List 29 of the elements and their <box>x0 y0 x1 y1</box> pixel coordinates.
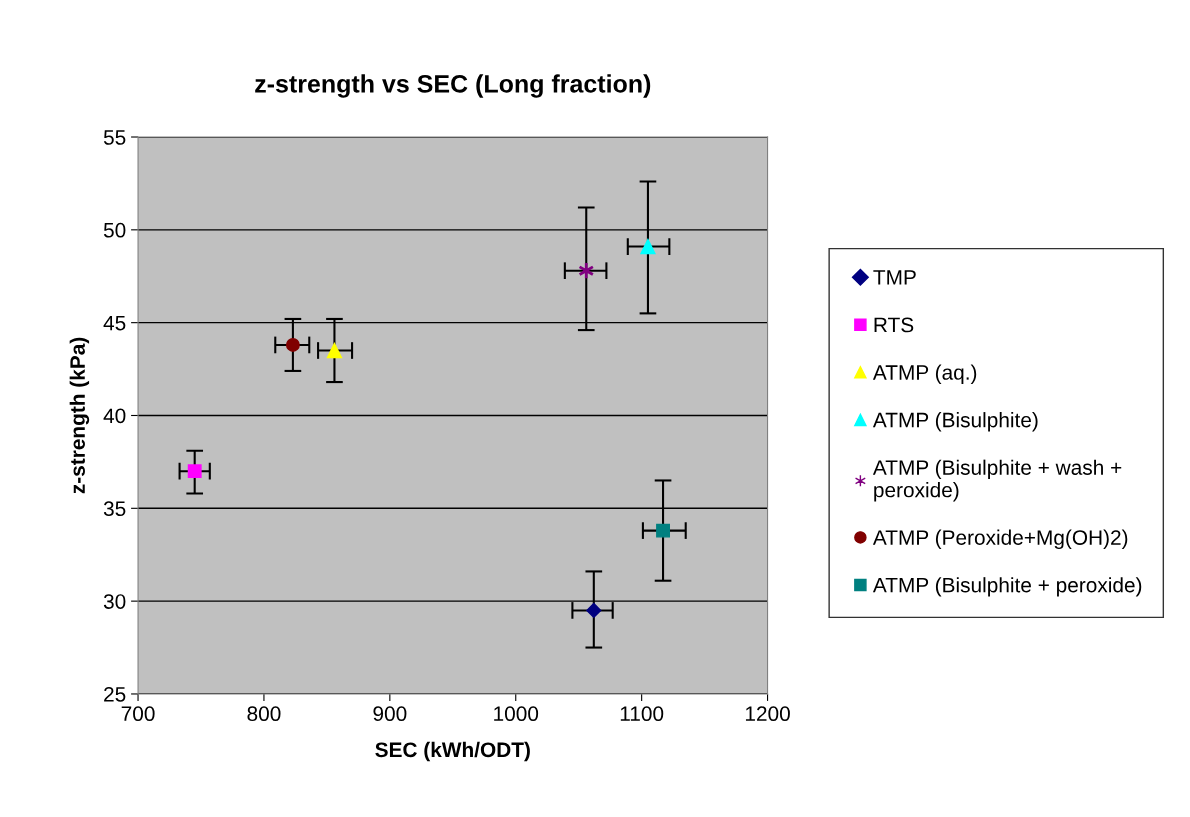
point <box>640 238 656 255</box>
point <box>656 523 670 538</box>
legend-label: ATMP (Bisulphite + wash + peroxide) <box>872 459 1122 502</box>
x-tick-label: 1000 <box>494 706 539 722</box>
legend-label: RTS <box>874 317 914 333</box>
y-axis-title: z-strength (kPa) <box>69 337 90 494</box>
y-tick-label: 40 <box>103 408 126 424</box>
y-tick-label: 25 <box>104 686 126 702</box>
x-axis-title: SEC (kWh/ODT) <box>375 741 530 762</box>
x-tick-label: 700 <box>121 706 155 722</box>
point <box>326 342 343 359</box>
y-tick-label: 35 <box>103 501 126 517</box>
legend-label: ATMP (Bisulphite + peroxide) <box>872 577 1142 597</box>
legend-label: TMP <box>873 270 916 285</box>
x-tick-label: 800 <box>247 706 281 722</box>
y-tick-label: 55 <box>103 130 126 145</box>
y-tick-label: 45 <box>103 315 126 331</box>
point <box>285 337 300 352</box>
y-tick-label: 50 <box>103 222 126 238</box>
legend-label: ATMP (Bisulphite) <box>872 412 1038 432</box>
point <box>586 602 602 618</box>
point <box>187 464 202 479</box>
legend-label: ATMP (Peroxide+Mg(OH)2) <box>872 529 1128 550</box>
x-tick-label: 1100 <box>620 706 664 722</box>
x-tick-label: 900 <box>373 706 407 722</box>
x-tick-label: 1200 <box>745 706 790 722</box>
chart-title: z-strength vs SEC (Long fraction) <box>255 74 651 98</box>
y-tick-label: 30 <box>103 594 126 609</box>
legend-label: ATMP (aq.) <box>872 364 977 384</box>
